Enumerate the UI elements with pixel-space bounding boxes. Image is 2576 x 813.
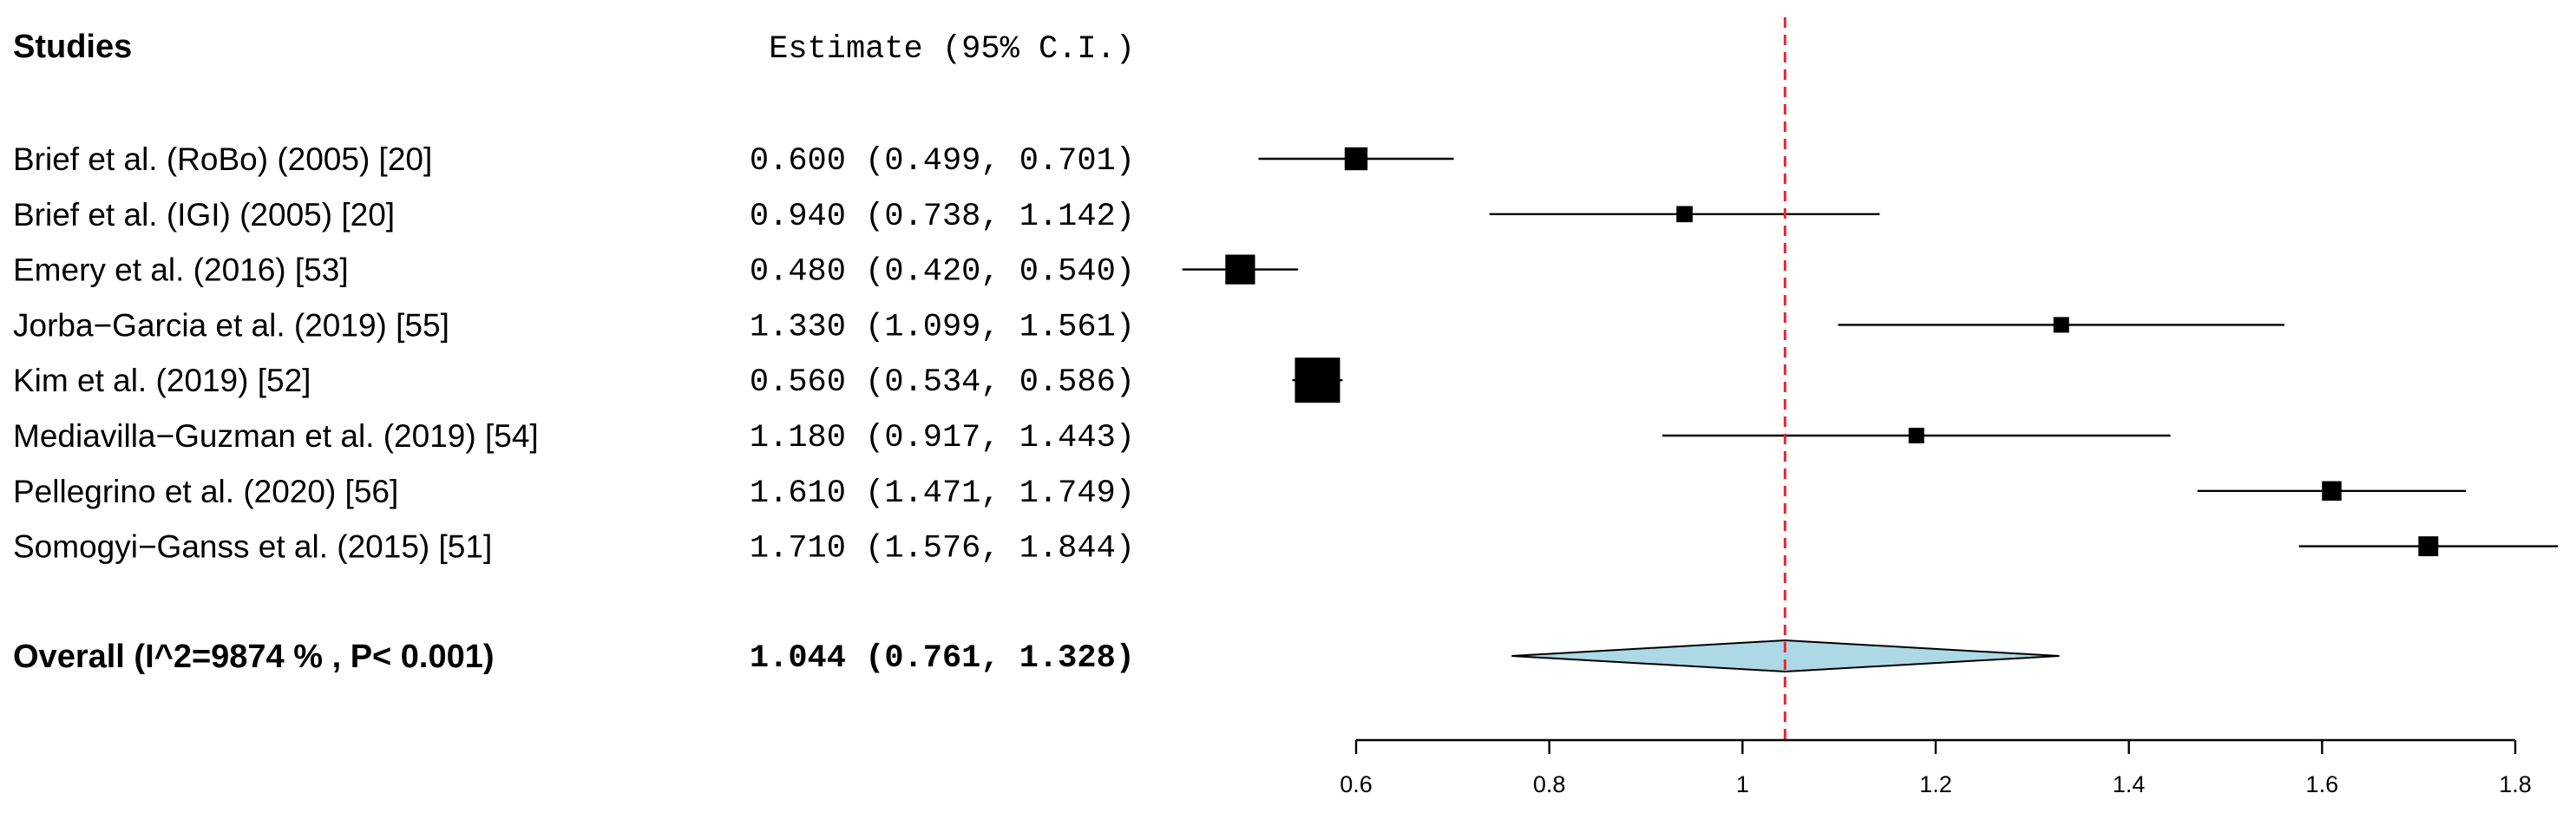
x-axis: 0.6 0.8 1 1.2 1.4 1.6 1.8 bbox=[1340, 738, 2532, 797]
overall-diamond bbox=[1511, 639, 2060, 673]
study-estimate-ci: 0.560 (0.534, 0.586) bbox=[750, 364, 1135, 401]
overall-label: Overall (I^2=9874 % , P< 0.001) bbox=[13, 639, 495, 675]
x-tick-label: 1.2 bbox=[1919, 771, 1952, 797]
study-label: Jorba−Garcia et al. (2019) [55] bbox=[13, 307, 449, 343]
study-estimate-ci: 1.610 (1.471, 1.749) bbox=[750, 475, 1135, 512]
study-label: Brief et al. (IGI) (2005) [20] bbox=[13, 197, 395, 233]
estimate-marker bbox=[1908, 428, 1924, 443]
x-tick-label: 0.6 bbox=[1340, 771, 1373, 797]
estimate-marker bbox=[1225, 254, 1255, 285]
estimate-marker bbox=[1676, 206, 1693, 223]
study-estimate-ci: 1.710 (1.576, 1.844) bbox=[750, 531, 1135, 567]
overall-estimate-ci: 1.044 (0.761, 1.328) bbox=[750, 640, 1135, 677]
x-tick-label: 0.8 bbox=[1533, 771, 1566, 797]
estimate-marker bbox=[1344, 147, 1368, 171]
study-rows: Brief et al. (RoBo) (2005) [20] 0.600 (0.… bbox=[13, 141, 1135, 677]
study-label: Mediavilla−Guzman et al. (2019) [54] bbox=[13, 418, 539, 454]
plot-marks bbox=[1182, 17, 2558, 740]
study-estimate-ci: 1.330 (1.099, 1.561) bbox=[750, 309, 1135, 345]
estimate-marker bbox=[2053, 317, 2069, 333]
study-label: Somogyi−Ganss et al. (2015) [51] bbox=[13, 529, 492, 565]
x-tick-label: 1.4 bbox=[2113, 771, 2146, 797]
study-label: Pellegrino et al. (2020) [56] bbox=[13, 474, 398, 509]
x-tick-label: 1.8 bbox=[2499, 771, 2532, 797]
estimate-marker bbox=[1295, 357, 1340, 403]
study-estimate-ci: 0.480 (0.420, 0.540) bbox=[750, 254, 1135, 291]
study-estimate-ci: 1.180 (0.917, 1.443) bbox=[750, 420, 1135, 456]
study-label: Kim et al. (2019) [52] bbox=[13, 363, 311, 398]
estimate-marker bbox=[2322, 481, 2342, 502]
x-tick-label: 1.6 bbox=[2306, 771, 2339, 797]
estimate-header: Estimate (95% C.I.) bbox=[769, 31, 1135, 68]
estimate-marker bbox=[2418, 536, 2439, 557]
study-label: Brief et al. (RoBo) (2005) [20] bbox=[13, 141, 432, 177]
study-label: Emery et al. (2016) [53] bbox=[13, 252, 349, 288]
study-estimate-ci: 0.940 (0.738, 1.142) bbox=[750, 199, 1135, 235]
study-estimate-ci: 0.600 (0.499, 0.701) bbox=[750, 143, 1135, 180]
studies-header: Studies bbox=[13, 29, 132, 65]
x-tick-label: 1 bbox=[1736, 771, 1749, 797]
